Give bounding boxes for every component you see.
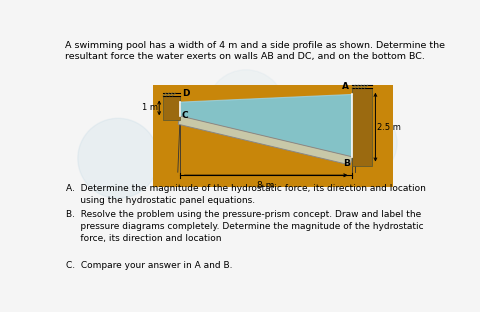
- Text: A: A: [342, 81, 349, 90]
- Text: A.  Determine the magnitude of the hydrostatic force, its direction and location: A. Determine the magnitude of the hydros…: [66, 184, 426, 205]
- Text: A swimming pool has a width of 4 m and a side profile as shown. Determine the
re: A swimming pool has a width of 4 m and a…: [65, 41, 444, 61]
- Text: B.  Resolve the problem using the pressure-prism concept. Draw and label the
   : B. Resolve the problem using the pressur…: [66, 210, 424, 243]
- Text: D: D: [181, 89, 189, 97]
- Polygon shape: [178, 116, 352, 165]
- Text: B: B: [343, 159, 350, 168]
- Text: C: C: [181, 111, 188, 120]
- Text: 1 m: 1 m: [142, 103, 157, 112]
- Polygon shape: [180, 95, 352, 157]
- Text: 2.5 m: 2.5 m: [377, 123, 401, 132]
- Text: C.  Compare your answer in A and B.: C. Compare your answer in A and B.: [66, 261, 233, 270]
- Text: 8 m: 8 m: [257, 181, 275, 190]
- Bar: [163, 96, 180, 120]
- Polygon shape: [153, 93, 382, 184]
- Polygon shape: [153, 85, 393, 187]
- Circle shape: [78, 118, 158, 198]
- Circle shape: [327, 108, 397, 178]
- Circle shape: [207, 70, 285, 147]
- Bar: [352, 88, 372, 166]
